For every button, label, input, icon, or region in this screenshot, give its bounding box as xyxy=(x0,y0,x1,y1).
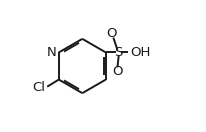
Text: OH: OH xyxy=(130,46,151,59)
Text: N: N xyxy=(47,46,57,59)
Text: O: O xyxy=(106,27,117,40)
Text: O: O xyxy=(112,65,123,78)
Text: S: S xyxy=(115,46,123,59)
Text: Cl: Cl xyxy=(32,81,45,95)
